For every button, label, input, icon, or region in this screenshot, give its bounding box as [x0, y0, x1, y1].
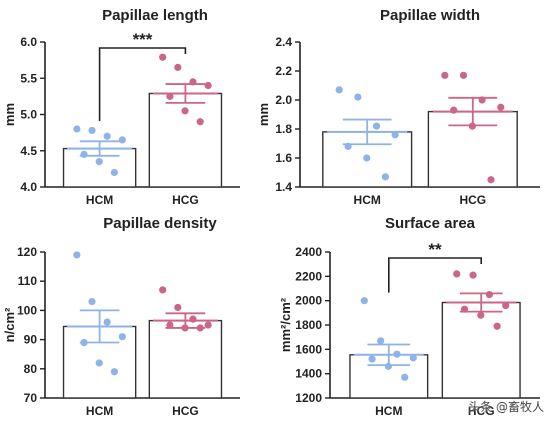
data-point-hcg	[166, 92, 174, 100]
data-point-hcg	[174, 63, 182, 71]
significance-bracket	[98, 47, 187, 121]
data-point-hcm	[372, 122, 381, 130]
y-tick-label: 2200	[295, 269, 322, 283]
data-point-hcg	[469, 271, 477, 279]
data-point-hcg	[174, 303, 182, 312]
data-point-hcg	[159, 286, 167, 294]
y-tick-label: 1.4	[275, 180, 292, 194]
data-point-hcg	[450, 106, 458, 114]
category-label: HCG	[172, 404, 199, 418]
y-tick-label: 100	[17, 303, 37, 317]
data-point-hcm	[73, 125, 81, 133]
category-label: HCM	[375, 404, 402, 418]
y-tick-label: 120	[17, 245, 37, 259]
y-axis-label: mm	[2, 103, 17, 126]
category-label: HCM	[86, 404, 113, 418]
data-point-hcg	[204, 321, 212, 329]
data-point-hcm	[409, 354, 417, 362]
data-point-hcg	[181, 107, 189, 115]
significance-marker: ***	[133, 30, 153, 49]
y-tick-label: 5.5	[20, 71, 37, 85]
category-label: HCG	[459, 193, 486, 207]
significance-marker: **	[428, 240, 442, 259]
y-axis-label: mm²/cm²	[278, 297, 293, 352]
y-tick-label: 80	[24, 362, 38, 376]
y-tick-label: 90	[24, 333, 38, 347]
data-point-hcg	[453, 270, 461, 278]
data-point-hcm	[377, 337, 385, 345]
data-point-hcm	[95, 359, 103, 367]
panel-title: Papillae density	[103, 215, 217, 232]
watermark: 头条 @畜牧人	[468, 400, 544, 414]
data-point-hcm	[335, 86, 343, 94]
data-point-hcm	[401, 373, 409, 381]
y-tick-label: 2000	[295, 294, 322, 308]
data-point-hcm	[381, 173, 390, 181]
data-point-hcm	[363, 154, 371, 162]
y-tick-label: 2.0	[275, 93, 292, 107]
y-tick-label: 2400	[295, 245, 322, 259]
y-tick-label: 2.4	[275, 35, 292, 49]
data-point-hcg	[502, 301, 510, 310]
data-point-hcg	[159, 53, 167, 61]
data-point-hcg	[196, 118, 204, 126]
y-tick-label: 1800	[295, 318, 322, 332]
bar-hcg	[148, 319, 223, 399]
data-point-hcm	[88, 298, 96, 306]
y-tick-label: 1.8	[275, 122, 292, 136]
data-point-hcm	[103, 132, 111, 140]
data-point-hcm	[391, 131, 399, 139]
category-label: HCG	[468, 404, 495, 418]
data-point-hcm	[88, 126, 96, 135]
y-tick-label: 6.0	[20, 35, 37, 49]
y-tick-label: 4.5	[20, 144, 37, 158]
y-tick-label: 1.6	[275, 151, 292, 165]
data-point-hcm	[360, 297, 368, 305]
significance-bracket	[388, 257, 482, 293]
y-tick-label: 1600	[295, 342, 322, 356]
data-point-hcg	[497, 103, 505, 111]
y-tick-label: 1200	[295, 391, 322, 405]
data-point-hcg	[189, 315, 197, 323]
data-point-hcg	[485, 290, 493, 299]
data-point-hcm	[110, 368, 118, 376]
panel-title: Papillae length	[102, 7, 208, 24]
category-label: HCG	[172, 193, 199, 207]
data-point-hcg	[204, 81, 212, 90]
y-axis-label: mm	[256, 103, 271, 126]
y-tick-label: 2.2	[275, 64, 292, 78]
panel-title: Papillae width	[380, 7, 480, 24]
data-point-hcm	[110, 168, 118, 177]
y-tick-label: 1400	[295, 367, 322, 381]
data-point-hcg	[441, 71, 449, 79]
data-point-hcm	[118, 136, 126, 144]
y-axis-label: n/cm²	[2, 307, 17, 342]
category-label: HCM	[86, 193, 113, 207]
y-tick-label: 70	[24, 391, 38, 405]
data-point-hcg	[459, 71, 468, 79]
y-tick-label: 4.0	[20, 180, 37, 194]
data-point-hcm	[73, 251, 81, 259]
data-point-hcg	[477, 311, 485, 319]
data-point-hcm	[354, 93, 362, 101]
data-point-hcg	[493, 322, 501, 330]
panel-title: Surface area	[385, 215, 476, 232]
y-tick-label: 5.0	[20, 108, 37, 122]
data-point-hcg	[166, 321, 174, 329]
data-point-hcg	[487, 176, 495, 184]
data-point-hcm	[103, 318, 111, 326]
data-point-hcm	[95, 158, 103, 166]
y-tick-label: 110	[18, 274, 38, 288]
category-label: HCM	[354, 193, 381, 207]
data-point-hcm	[118, 333, 126, 341]
data-point-hcm	[368, 355, 376, 363]
data-point-hcm	[80, 150, 88, 158]
